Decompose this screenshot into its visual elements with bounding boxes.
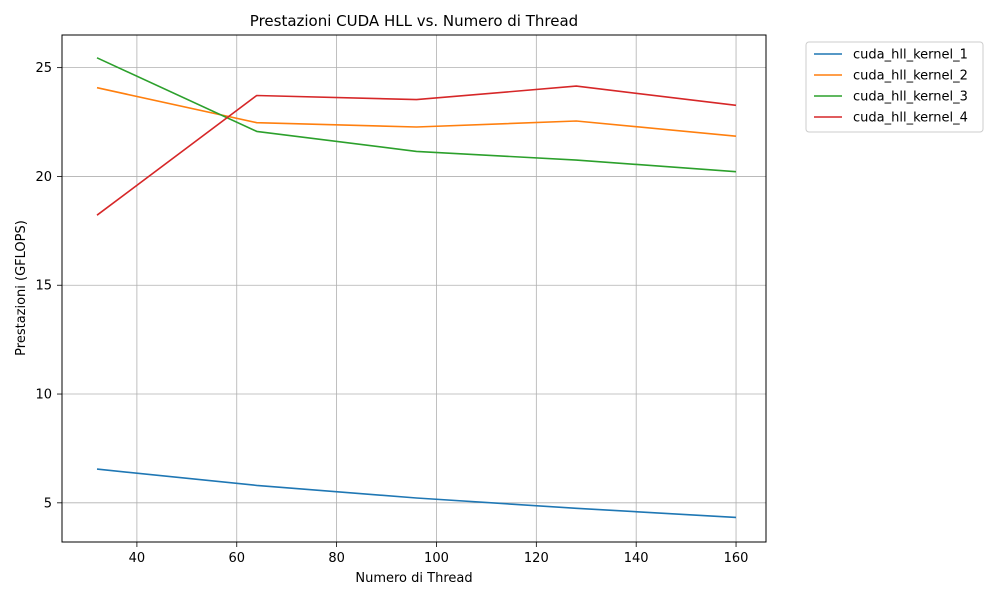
plot-area-frame bbox=[61, 34, 767, 543]
legend-label-4: cuda_hll_kernel_4 bbox=[853, 111, 968, 126]
y-tick-label: 5 bbox=[44, 496, 52, 511]
y-tick-label: 25 bbox=[35, 61, 52, 76]
x-tick-label: 140 bbox=[624, 551, 649, 566]
series-line-1 bbox=[96, 468, 737, 519]
legend-label-2: cuda_hll_kernel_2 bbox=[853, 69, 968, 84]
legend-box bbox=[805, 41, 984, 133]
x-tick-label: 60 bbox=[228, 551, 245, 566]
series-line-2 bbox=[96, 86, 737, 137]
y-tick-label: 20 bbox=[35, 170, 52, 185]
x-tick-label: 40 bbox=[129, 551, 146, 566]
x-axis-ticks: 40 60 80 100 120 140 160 bbox=[129, 542, 749, 566]
series-lines bbox=[96, 57, 737, 519]
legend-label-3: cuda_hll_kernel_3 bbox=[853, 90, 968, 105]
x-tick-label: 120 bbox=[524, 551, 549, 566]
grid-lines bbox=[62, 35, 766, 542]
y-axis-title: Prestazioni (GFLOPS) bbox=[14, 220, 29, 356]
x-tick-label: 100 bbox=[424, 551, 449, 566]
x-axis-title: Numero di Thread bbox=[355, 571, 472, 586]
legend: cuda_hll_kernel_1 cuda_hll_kernel_2 cuda_h… bbox=[805, 41, 984, 133]
y-tick-label: 10 bbox=[35, 388, 52, 403]
legend-label-1: cuda_hll_kernel_1 bbox=[853, 48, 968, 63]
x-tick-label: 160 bbox=[724, 551, 749, 566]
series-line-4 bbox=[96, 85, 737, 216]
chart-title: Prestazioni CUDA HLL vs. Numero di Threa… bbox=[250, 12, 578, 30]
y-axis-ticks: 5 10 15 20 25 bbox=[35, 61, 62, 511]
y-tick-label: 15 bbox=[35, 279, 52, 294]
x-tick-label: 80 bbox=[328, 551, 345, 566]
series-line-3 bbox=[96, 57, 737, 173]
